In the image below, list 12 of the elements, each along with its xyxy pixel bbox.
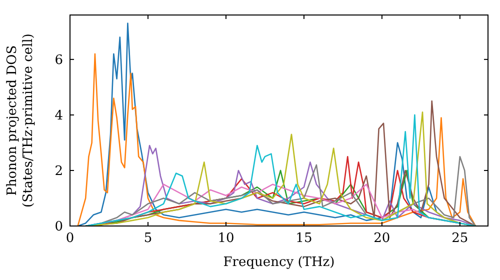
x-tick-label: 15: [296, 231, 312, 246]
y-tick-label: 0: [54, 220, 63, 234]
x-tick-label: 10: [218, 231, 234, 246]
x-tick-label: 20: [374, 231, 390, 246]
x-tick-label: 5: [144, 231, 152, 246]
y-tick-label: 2: [54, 164, 63, 179]
y-tick-label: 4: [54, 108, 63, 124]
x-axis-title: Frequency (THz): [223, 255, 335, 270]
y-tick-label: 6: [54, 52, 63, 68]
x-tick-label: 0: [66, 231, 74, 246]
x-tick-label: 25: [452, 231, 468, 246]
y-axis-title: Phonon projected DOS (States/THz·primitive cell): [5, 33, 36, 208]
